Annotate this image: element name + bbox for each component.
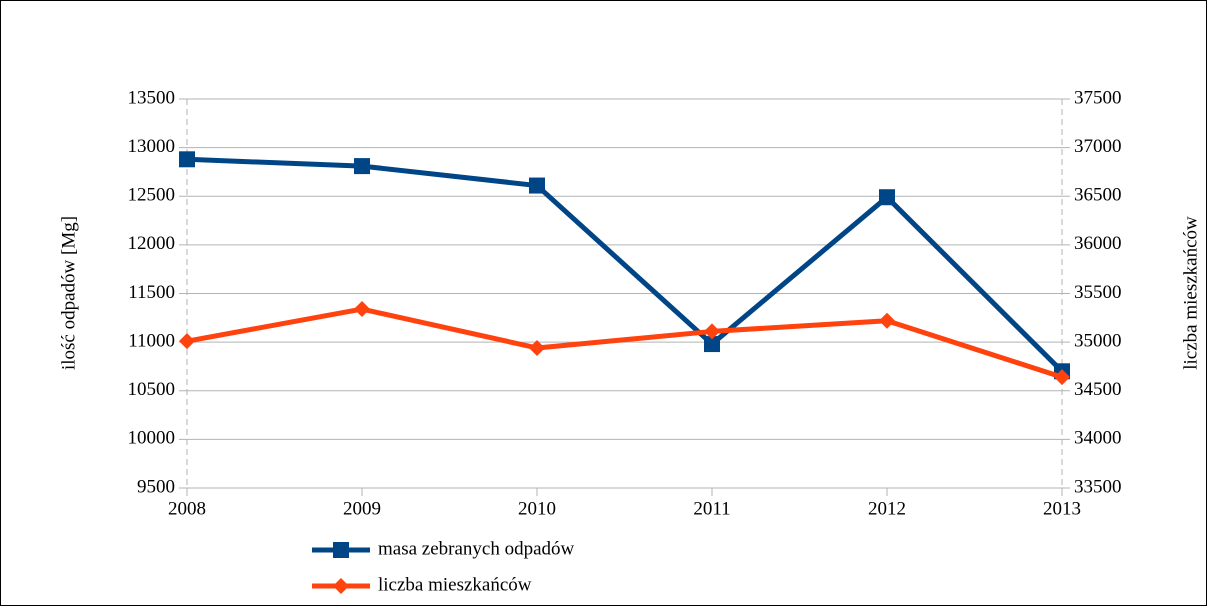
series-line [186, 156, 1064, 374]
y-tick-label: 11000 [128, 330, 175, 351]
marker [354, 301, 370, 318]
x-tick-label: 2010 [518, 498, 556, 519]
y2-tick-label: 37000 [1074, 136, 1122, 157]
x-tick-label: 2008 [168, 498, 206, 519]
marker [1054, 369, 1070, 386]
y2-tick-label: 35500 [1074, 282, 1122, 303]
y2-tick-label: 35000 [1074, 330, 1122, 351]
y-tick-label: 10000 [128, 428, 176, 449]
marker [333, 542, 349, 558]
marker [704, 336, 720, 353]
x-tick-label: 2013 [1043, 498, 1081, 519]
y-axis-label: ilość odpadów [Mg] [58, 216, 79, 370]
marker [529, 177, 545, 194]
legend-label: masa zebranych odpadów [378, 538, 575, 559]
y2-tick-label: 34500 [1074, 379, 1122, 400]
y-tick-label: 12500 [128, 185, 176, 206]
legend-label: liczba mieszkańców [378, 574, 532, 595]
y-tick-label: 12000 [128, 233, 176, 254]
y2-tick-label: 33500 [1074, 476, 1122, 497]
marker [179, 333, 195, 350]
y-tick-label: 13500 [128, 87, 176, 108]
y-tick-label: 9500 [137, 476, 175, 497]
x-tick-label: 2009 [343, 498, 381, 519]
marker [879, 189, 895, 206]
marker [704, 323, 720, 340]
series-line [186, 306, 1063, 380]
y2-tick-label: 34000 [1074, 428, 1122, 449]
y-tick-label: 10500 [128, 379, 176, 400]
marker [879, 312, 895, 329]
x-tick-label: 2011 [693, 498, 730, 519]
y2-tick-label: 36000 [1074, 233, 1122, 254]
x-tick-label: 2012 [868, 498, 906, 519]
y2-tick-label: 36500 [1074, 185, 1122, 206]
y-tick-label: 11500 [128, 282, 175, 303]
y-tick-label: 13000 [128, 136, 176, 157]
marker [333, 578, 349, 594]
marker [179, 151, 195, 168]
marker [354, 158, 370, 175]
marker [529, 339, 545, 356]
y2-tick-label: 37500 [1074, 87, 1122, 108]
y2-axis-label: liczba mieszkańców [1180, 216, 1201, 370]
